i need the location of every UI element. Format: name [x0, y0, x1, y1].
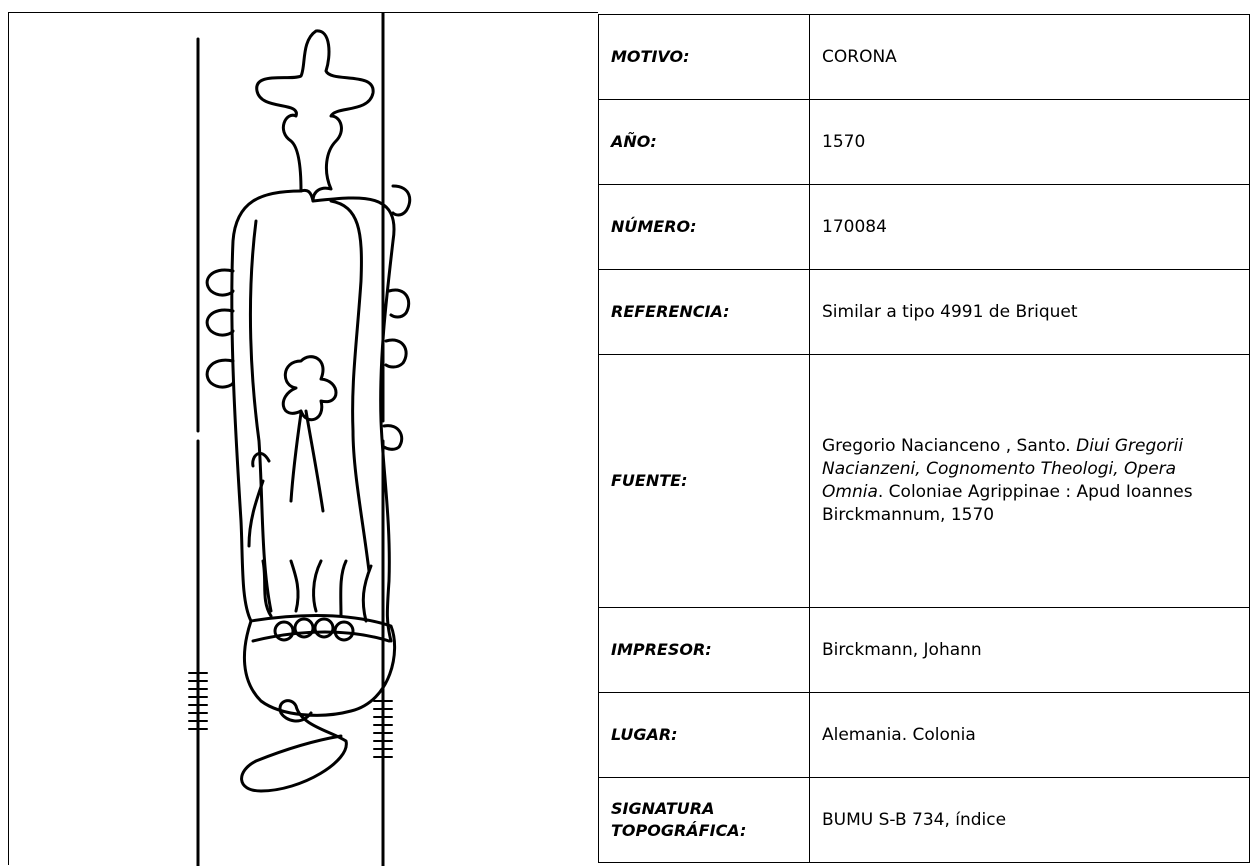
field-value: Similar a tipo 4991 de Briquet — [809, 269, 1250, 355]
field-label: NÚMERO: — [598, 184, 810, 270]
row: REFERENCIA: Similar a tipo 4991 de Brique… — [598, 269, 1250, 355]
field-label: FUENTE: — [598, 354, 810, 608]
row: LUGAR: Alemania. Colonia — [598, 692, 1250, 778]
row: IMPRESOR: Birckmann, Johann — [598, 607, 1250, 693]
watermark-drawing — [188, 13, 412, 866]
source-text: . Coloniae Agrippinae : Apud Ioannes Bir… — [822, 482, 1193, 525]
row: FUENTE: Gregorio Nacianceno , Santo. Diui… — [598, 354, 1250, 608]
field-value: BUMU S-B 734, índice — [809, 777, 1250, 863]
watermark-panel — [8, 12, 598, 866]
field-value: Alemania. Colonia — [809, 692, 1250, 778]
field-value: Birckmann, Johann — [809, 607, 1250, 693]
row: SIGNATURA TOPOGRÁFICA: BUMU S-B 734, índi… — [598, 777, 1250, 863]
record-table: MOTIVO: CORONA AÑO: 1570 NÚMERO: 170084 REF… — [598, 14, 1250, 863]
field-value: 1570 — [809, 99, 1250, 185]
field-label: REFERENCIA: — [598, 269, 810, 355]
field-label: IMPRESOR: — [598, 607, 810, 693]
source-title: Diui Gregorii Nacianzeni, Cognomento The… — [822, 436, 1184, 502]
field-value: CORONA — [809, 14, 1250, 100]
field-label: AÑO: — [598, 99, 810, 185]
source-text: Gregorio Nacianceno , Santo. — [822, 436, 1077, 457]
row: NÚMERO: 170084 — [598, 184, 1250, 270]
field-label: MOTIVO: — [598, 14, 810, 100]
field-value: Gregorio Nacianceno , Santo. Diui Gregor… — [809, 354, 1250, 608]
field-label: SIGNATURA TOPOGRÁFICA: — [598, 777, 810, 863]
field-label: LUGAR: — [598, 692, 810, 778]
field-value: 170084 — [809, 184, 1250, 270]
row: MOTIVO: CORONA — [598, 14, 1250, 100]
row: AÑO: 1570 — [598, 99, 1250, 185]
